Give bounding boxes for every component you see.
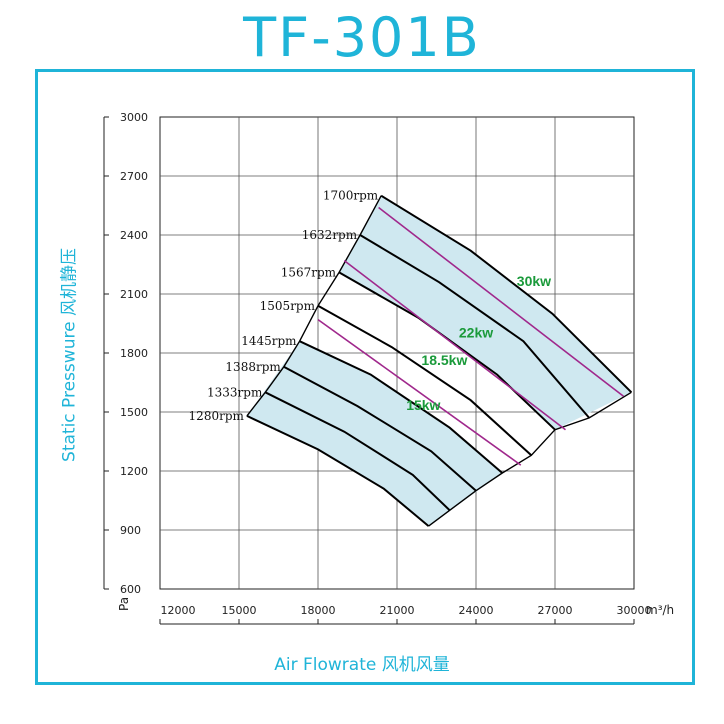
rpm-curve (317, 304, 532, 457)
power-line (378, 206, 624, 397)
x-tick-label: 18000 (301, 604, 336, 617)
x-tick-label: 24000 (459, 604, 494, 617)
y-tick-label: 2100 (120, 288, 148, 301)
x-tick-label: 27000 (538, 604, 573, 617)
rpm-label: 1333rpm (207, 385, 263, 399)
x-tick-label: 15000 (222, 604, 257, 617)
x-tick-label: 30000 (617, 604, 652, 617)
power-label: 15kw (406, 397, 440, 413)
rpm-curve (264, 391, 451, 512)
rpm-label: 1505rpm (260, 299, 316, 313)
y-unit-label: Pa (117, 597, 131, 611)
rpm-label: 1445rpm (241, 334, 297, 348)
y-tick-label: 3000 (120, 111, 148, 124)
y-tick-label: 600 (120, 583, 141, 596)
rpm-label: 1567rpm (281, 265, 337, 279)
power-label: 30kw (517, 273, 551, 289)
y-axis-title: Static Presswure 风机静压 (59, 248, 80, 462)
rpm-curve (359, 234, 590, 419)
rpm-curve (283, 365, 477, 492)
rpm-label: 1388rpm (225, 360, 281, 374)
rpm-label: 1700rpm (323, 189, 379, 203)
x-tick-label: 21000 (380, 604, 415, 617)
shaded-band-upper (339, 195, 632, 430)
x-tick-label: 12000 (161, 604, 196, 617)
power-line (317, 318, 522, 466)
x-axis-title: Air Flowrate 风机风量 (274, 655, 450, 675)
y-tick-label: 900 (120, 524, 141, 537)
x-unit-label: m³/h (646, 603, 674, 617)
shaded-band-lower (246, 341, 503, 527)
power-label: 18.5kw (421, 352, 467, 368)
y-tick-label: 1500 (120, 406, 148, 419)
envelope-right-edge (428, 391, 632, 527)
y-tick-label: 1200 (120, 465, 148, 478)
envelope-left-edge (246, 195, 382, 417)
chart-frame (35, 69, 695, 685)
y-tick-label: 1800 (120, 347, 148, 360)
y-tick-label: 2400 (120, 229, 148, 242)
chart-title: TF-301B (243, 6, 481, 69)
rpm-curve (338, 271, 556, 431)
y-tick-label: 2700 (120, 170, 148, 183)
rpm-curve (299, 340, 503, 474)
rpm-label: 1632rpm (302, 228, 358, 242)
rpm-curve (246, 414, 430, 527)
rpm-label: 1280rpm (189, 409, 245, 423)
power-label: 22kw (459, 324, 493, 340)
power-line (343, 259, 566, 431)
rpm-curve (380, 194, 633, 394)
